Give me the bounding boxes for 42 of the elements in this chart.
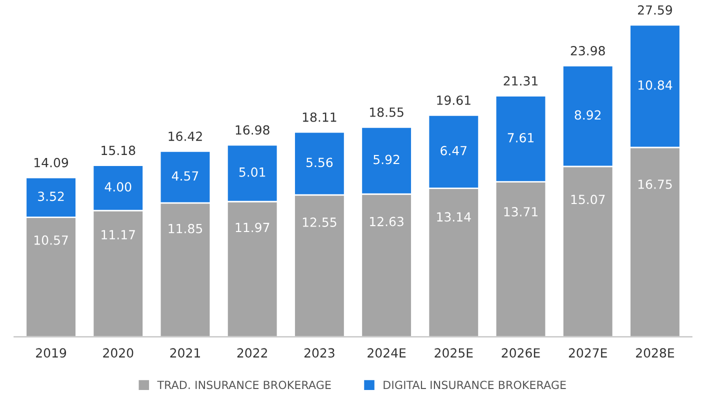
data-label: 11.97	[236, 222, 270, 232]
data-label: 10.84	[638, 80, 672, 90]
x-tick-label: 2019	[36, 348, 66, 358]
x-tick-label: 2026E	[502, 348, 540, 358]
total-label: 14.09	[34, 158, 68, 168]
total-label: 23.98	[570, 46, 605, 56]
data-label: 4.57	[172, 171, 198, 181]
data-label: 7.61	[508, 133, 534, 142]
x-tick-label: 2025E	[434, 348, 473, 358]
data-label: 10.57	[34, 235, 68, 245]
total-label: 16.98	[236, 125, 270, 135]
data-label: 13.71	[504, 207, 538, 216]
data-label: 3.52	[38, 192, 64, 202]
x-tick-label: 2020	[103, 348, 134, 358]
legend-label: TRAD. INSURANCE BROKERAGE	[157, 380, 331, 390]
data-label: 5.01	[239, 167, 266, 177]
x-tick-label: 2024E	[368, 348, 406, 358]
data-label: 11.85	[168, 224, 202, 234]
data-label: 12.63	[370, 216, 404, 226]
x-tick-label: 2028E	[636, 348, 674, 358]
data-label: 16.75	[638, 180, 672, 189]
total-label: 18.11	[302, 112, 336, 122]
total-label: 16.42	[168, 132, 202, 141]
total-label: 18.55	[370, 107, 404, 117]
data-label: 15.07	[571, 194, 605, 204]
data-label: 4.00	[104, 182, 132, 192]
legend-label: DIGITAL INSURANCE BROKERAGE	[384, 380, 566, 390]
data-label: 8.92	[574, 110, 601, 120]
data-label: 13.14	[437, 212, 471, 222]
total-label: 15.18	[102, 146, 136, 156]
total-label: 19.61	[437, 95, 470, 105]
data-label: 5.92	[374, 154, 400, 164]
total-label: 27.59	[638, 5, 672, 15]
x-tick-label: 2021	[170, 348, 200, 358]
data-label: 6.47	[440, 146, 467, 156]
data-label: 12.55	[302, 218, 336, 227]
total-label: 21.31	[504, 76, 538, 86]
data-label: 11.17	[102, 230, 135, 240]
x-tick-label: 2022	[237, 348, 267, 358]
data-label: 5.56	[306, 158, 333, 168]
x-tick-label: 2023	[304, 348, 334, 358]
x-tick-label: 2027E	[568, 348, 607, 358]
